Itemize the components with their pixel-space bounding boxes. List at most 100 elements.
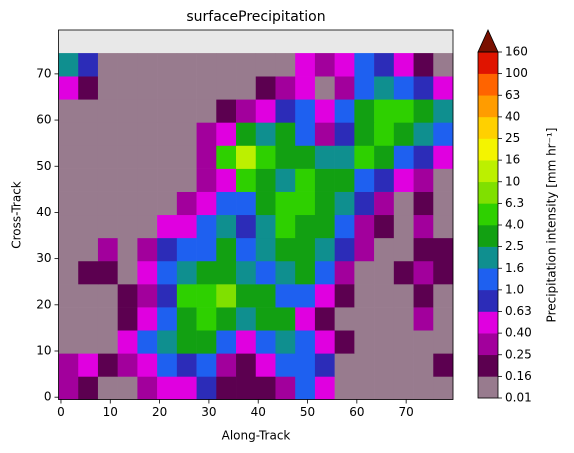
colorbar-segment bbox=[478, 181, 498, 204]
heatmap-cell bbox=[196, 53, 217, 77]
heatmap-cell bbox=[137, 330, 158, 354]
heatmap-cell bbox=[176, 168, 197, 192]
heatmap-cell bbox=[413, 99, 434, 123]
heatmap-cell bbox=[216, 145, 237, 169]
heatmap-cell bbox=[275, 307, 296, 331]
heatmap-cell bbox=[374, 214, 395, 239]
heatmap-cell bbox=[236, 99, 257, 123]
x-tick-label: 60 bbox=[349, 405, 364, 419]
colorbar-tick-label: 6.3 bbox=[505, 196, 524, 210]
heatmap-cell bbox=[275, 168, 296, 192]
y-tick-label: 0 bbox=[44, 390, 52, 404]
heatmap-cell bbox=[314, 191, 335, 216]
heatmap-cell bbox=[58, 99, 79, 123]
heatmap-cell bbox=[255, 237, 276, 262]
heatmap-cell bbox=[314, 307, 335, 331]
heatmap-cell bbox=[216, 168, 237, 192]
heatmap-cell bbox=[97, 191, 118, 216]
heatmap-cell bbox=[196, 237, 217, 262]
heatmap-cell bbox=[295, 260, 316, 285]
heatmap-cell bbox=[97, 76, 118, 100]
heatmap-cell bbox=[354, 145, 375, 169]
heatmap-cell bbox=[255, 376, 276, 400]
heatmap-cell bbox=[236, 376, 257, 400]
colorbar-tick-label: 16 bbox=[505, 153, 520, 167]
heatmap-cell bbox=[78, 145, 99, 169]
heatmap-cell bbox=[157, 330, 178, 354]
heatmap-cell bbox=[334, 168, 355, 192]
heatmap-cell bbox=[58, 237, 79, 262]
heatmap-cell bbox=[275, 260, 296, 285]
heatmap-cell bbox=[58, 376, 79, 400]
heatmap-cell bbox=[433, 353, 454, 377]
heatmap-cell bbox=[314, 376, 335, 400]
heatmap-cell bbox=[433, 330, 454, 354]
heatmap-cell bbox=[413, 191, 434, 216]
heatmap-cell bbox=[176, 53, 197, 77]
y-tick-label: 40 bbox=[36, 205, 51, 219]
heatmap-cell bbox=[176, 237, 197, 262]
heatmap-cell bbox=[334, 191, 355, 216]
heatmap-cell bbox=[216, 284, 237, 308]
heatmap-cell bbox=[196, 284, 217, 308]
colorbar-tick-label: 1.6 bbox=[505, 261, 524, 275]
heatmap-cell bbox=[196, 145, 217, 169]
heatmap-cell bbox=[275, 76, 296, 100]
heatmap-cell bbox=[117, 76, 138, 100]
heatmap-cell bbox=[354, 237, 375, 262]
heatmap-cell bbox=[393, 53, 414, 77]
heatmap-cell bbox=[216, 237, 237, 262]
heatmap-cell bbox=[374, 307, 395, 331]
heatmap-cell bbox=[176, 191, 197, 216]
heatmap-cell bbox=[295, 76, 316, 100]
heatmap-cell bbox=[157, 191, 178, 216]
heatmap-cell bbox=[374, 76, 395, 100]
heatmap-cell bbox=[58, 168, 79, 192]
heatmap-cell bbox=[196, 191, 217, 216]
heatmap-cell bbox=[137, 99, 158, 123]
heatmap-cell bbox=[433, 260, 454, 285]
heatmap-cell bbox=[176, 330, 197, 354]
heatmap-cell bbox=[433, 168, 454, 192]
heatmap-cell bbox=[78, 284, 99, 308]
heatmap-cell bbox=[275, 191, 296, 216]
colorbar-label: Precipitation intensity [mm hr⁻¹] bbox=[545, 128, 559, 323]
heatmap-cell bbox=[176, 99, 197, 123]
heatmap-cell bbox=[117, 145, 138, 169]
colorbar-tick-label: 1.0 bbox=[505, 282, 524, 296]
heatmap-cell bbox=[295, 330, 316, 354]
heatmap-cell bbox=[334, 237, 355, 262]
heatmap-cell bbox=[97, 145, 118, 169]
heatmap-cell bbox=[314, 145, 335, 169]
heatmap-cell bbox=[58, 122, 79, 146]
heatmap-cell bbox=[393, 284, 414, 308]
heatmap-cell bbox=[295, 237, 316, 262]
heatmap-cell bbox=[157, 214, 178, 239]
heatmap-cell bbox=[137, 122, 158, 146]
heatmap-cell bbox=[433, 284, 454, 308]
heatmap-cell bbox=[176, 353, 197, 377]
heatmap-cell bbox=[295, 353, 316, 377]
heatmap-cell bbox=[78, 122, 99, 146]
heatmap-cell bbox=[157, 145, 178, 169]
heatmap-cell bbox=[413, 376, 434, 400]
y-tick-label: 10 bbox=[36, 344, 51, 358]
y-axis-label: Cross-Track bbox=[10, 181, 24, 249]
y-tick-label: 60 bbox=[36, 113, 51, 127]
heatmap-cell bbox=[117, 237, 138, 262]
heatmap-cell bbox=[433, 237, 454, 262]
heatmap-cell bbox=[393, 237, 414, 262]
colorbar-tick-label: 4.0 bbox=[505, 218, 524, 232]
heatmap-cell bbox=[58, 53, 79, 77]
heatmap-cell bbox=[157, 99, 178, 123]
heatmap-cell bbox=[137, 353, 158, 377]
heatmap-cell bbox=[97, 353, 118, 377]
heatmap-cell bbox=[354, 214, 375, 239]
heatmap-cell bbox=[117, 191, 138, 216]
heatmap-cell bbox=[393, 353, 414, 377]
heatmap-cell bbox=[255, 99, 276, 123]
heatmap-cell bbox=[295, 145, 316, 169]
heatmap-cell bbox=[97, 376, 118, 400]
heatmap-cell bbox=[78, 376, 99, 400]
heatmap-cell bbox=[117, 122, 138, 146]
